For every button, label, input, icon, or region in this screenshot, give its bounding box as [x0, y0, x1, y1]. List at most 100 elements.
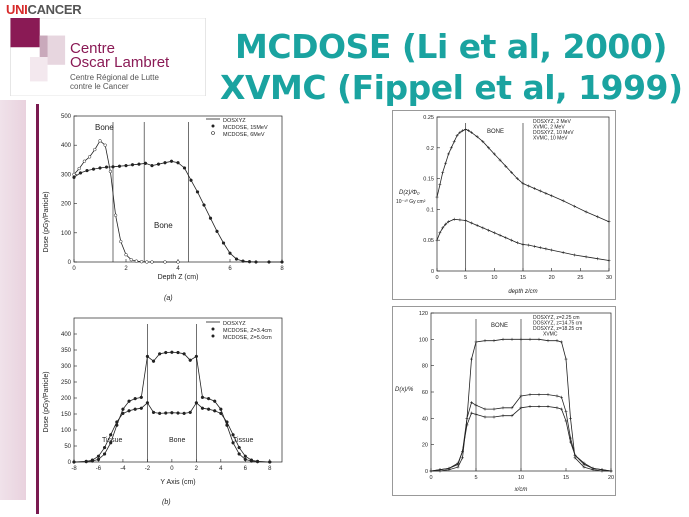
- chart-b-legend-1: DOSXYZ: [223, 321, 246, 327]
- chart-c-ytick-label: 0.15: [423, 177, 434, 183]
- chart-b-ytick-label: 400: [61, 332, 72, 338]
- chart-a-point: [103, 143, 107, 147]
- chart-b-legend-2: MCDOSE, Z=3.4cm: [223, 328, 272, 334]
- chart-d-point: [474, 340, 478, 344]
- chart-b-xtick-label: -8: [71, 466, 77, 472]
- chart-b-point: [139, 406, 143, 410]
- chart-d-point: [560, 407, 563, 411]
- chart-a-point: [176, 161, 180, 165]
- chart-a-point: [163, 161, 167, 165]
- chart-b-point: [115, 420, 119, 424]
- chart-a-point: [169, 159, 174, 163]
- chart-a-point: [195, 190, 200, 194]
- chart-c-point: [461, 129, 465, 133]
- chart-d-ytick-label: 100: [419, 337, 428, 343]
- chart-a-panel: Dose (pGy/Particle) 0 2 4 6 8 0 100 200 300 400 50…: [40, 104, 288, 304]
- chart-b-point: [151, 359, 156, 363]
- chart-b-point: [237, 445, 241, 450]
- chart-c-ytick-label: 0.1: [426, 207, 434, 213]
- chart-a-point: [150, 163, 154, 168]
- chart-c-point: [538, 246, 542, 250]
- chart-a-point: [98, 139, 102, 143]
- chart-c-xtick-label: 30: [606, 275, 612, 281]
- chart-a-point: [280, 260, 284, 264]
- chart-c-point: [438, 231, 442, 235]
- chart-b-point: [219, 407, 223, 411]
- chart-d-xtick-label: 0: [429, 475, 432, 481]
- chart-b-point: [127, 399, 131, 403]
- chart-c-xtick-label: 25: [577, 275, 583, 281]
- chart-d-point: [519, 337, 523, 341]
- chart-b-ytick-label: 50: [64, 444, 71, 450]
- chart-d-point: [528, 393, 532, 397]
- chart-d-point: [483, 415, 487, 419]
- chart-d-legend-1: DOSXYZ, z=2.25 cm: [533, 315, 580, 321]
- chart-a-point: [104, 165, 109, 169]
- chart-a-point: [134, 259, 139, 263]
- chart-a-point: [78, 171, 83, 175]
- chart-d-point: [560, 395, 563, 399]
- chart-d-point: [546, 404, 550, 408]
- chart-d-point: [470, 401, 473, 405]
- chart-b-series-line-1: [73, 351, 270, 463]
- logo-name-line2: Oscar Lambret: [70, 54, 170, 71]
- chart-d-point: [564, 410, 568, 414]
- chart-c-point: [444, 222, 448, 226]
- chart-c-point: [464, 127, 468, 131]
- chart-d-xtick-label: 10: [518, 475, 524, 481]
- chart-d-xtick-label: 20: [608, 475, 614, 481]
- chart-b-ytick-label: 200: [61, 396, 72, 402]
- chart-c-point: [596, 215, 600, 219]
- chart-c-point: [596, 257, 600, 261]
- chart-c-legend-2: XVMC, 2 MeV: [533, 125, 565, 131]
- chart-b-point: [231, 441, 235, 445]
- chart-c-point: [515, 177, 519, 181]
- chart-a-xtick-label: 8: [280, 266, 284, 272]
- chart-d-point: [501, 337, 505, 341]
- chart-d-point: [483, 407, 487, 411]
- chart-b-point: [194, 401, 199, 405]
- chart-b-point: [255, 459, 260, 464]
- chart-a-point: [189, 178, 193, 182]
- chart-a-point: [139, 260, 144, 264]
- chart-a-point: [176, 260, 180, 264]
- chart-b-point: [157, 411, 162, 416]
- chart-b-point: [72, 460, 76, 464]
- chart-a: Dose (pGy/Particle) 0 2 4 6 8 0 100 200 300 400 50…: [43, 114, 284, 302]
- chart-d-point: [528, 337, 532, 341]
- chart-b-annotation-tissue-left: Tissue: [102, 437, 122, 444]
- chart-d-point: [564, 357, 568, 361]
- chart-c-ytick-label: 0.25: [423, 115, 434, 121]
- chart-b-point: [102, 452, 107, 456]
- chart-c-ytick-label: 0: [431, 269, 434, 275]
- chart-a-point: [202, 203, 206, 207]
- chart-a-xtick-label: 6: [228, 266, 232, 272]
- logo-subtitle-line2: contre le Cancer: [70, 82, 129, 91]
- chart-c-point: [458, 218, 462, 222]
- chart-b-point: [182, 411, 186, 416]
- chart-a-xtick-label: 4: [176, 266, 180, 272]
- chart-d-point: [546, 339, 550, 343]
- chart-a-point: [129, 258, 133, 262]
- chart-c-point: [492, 152, 496, 156]
- chart-b-ytick-label: 0: [68, 460, 72, 466]
- chart-b-point: [145, 401, 150, 405]
- chart-b-point: [213, 399, 217, 403]
- chart-c-xtick-label: 0: [435, 275, 438, 281]
- chart-c-annotation-bone: BONE: [487, 129, 504, 135]
- chart-c-point: [510, 238, 514, 242]
- chart-a-xtick-label: 0: [72, 266, 76, 272]
- chart-a-legend: DOSXYZ MCDOSE, 15MeV MCDOSE, 6MeV: [206, 118, 268, 138]
- chart-c-ylabel-line2: 10⁻¹⁰ Gy cm²: [396, 199, 426, 205]
- chart-a-point: [91, 167, 96, 171]
- chart-b-point: [213, 409, 217, 413]
- chart-d-point: [456, 465, 460, 469]
- chart-a-xtick-label: 2: [124, 266, 128, 272]
- chart-d-ytick-label: 40: [422, 416, 428, 422]
- chart-b-point: [96, 454, 101, 458]
- decorative-divider: [36, 104, 39, 514]
- chart-a-legend-1: DOSXYZ: [223, 118, 246, 124]
- chart-d-point: [569, 440, 572, 444]
- chart-c-point: [467, 129, 471, 133]
- chart-b-annotation-bone: Bone: [169, 437, 185, 444]
